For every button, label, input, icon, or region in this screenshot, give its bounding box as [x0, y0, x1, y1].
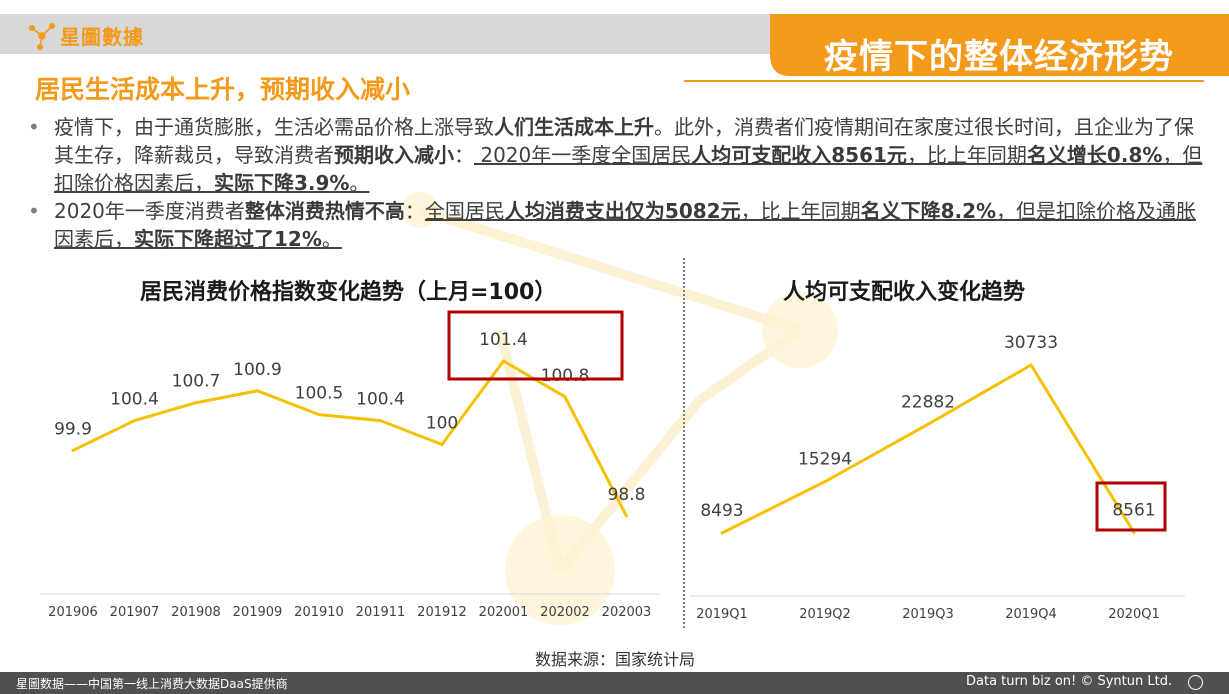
data-source: 数据来源：国家统计局 [535, 650, 696, 669]
x-tick-label: 2019Q1 [696, 607, 748, 622]
data-label: 100.8 [541, 366, 590, 386]
logo-text: 星圖數據 [60, 24, 144, 49]
footer-right-text: Data turn biz on! © Syntun Ltd. [966, 674, 1173, 689]
data-label: 100.9 [233, 360, 282, 380]
data-point [379, 419, 382, 423]
data-point [563, 395, 567, 399]
bullet-dot-icon: • [28, 199, 40, 223]
bullet-fragment: ： [404, 199, 425, 223]
bullet-item: • 2020年一季度消费者整体消费热情不高：全国居民人均消费支出仅为5082元，比… [28, 197, 1213, 253]
page-title: 疫情下的整体经济形势 [824, 37, 1174, 77]
data-label: 100.4 [110, 390, 159, 410]
highlight-box [1095, 481, 1167, 532]
bullet-fragment: 疫情下，由于通货膨胀，生活必需品价格上涨导致 [54, 115, 494, 139]
bullet-emphasis: 人均消费支出仅为5082元 [504, 199, 741, 223]
bullet-fragment: ： [454, 143, 474, 167]
data-point [133, 419, 136, 423]
highlight-box [447, 310, 624, 381]
data-label: 8561 [1112, 500, 1155, 520]
bullet-list: • 疫情下，由于通货膨胀，生活必需品价格上涨导致人们生活成本上升。此外，消费者们疫… [28, 113, 1213, 253]
bullet-fragment: 。 [349, 171, 370, 195]
data-point [1029, 363, 1033, 367]
x-tick-label: 2019Q4 [1005, 607, 1057, 622]
bullet-fragment: ，比上年同期 [906, 143, 1027, 167]
bullet-emphasis: 整体消费热情不高 [244, 199, 405, 223]
data-label: 100.5 [295, 384, 344, 404]
x-tick-label: 202002 [540, 605, 590, 620]
x-tick-label: 2020Q1 [1108, 607, 1160, 622]
x-tick-label: 201908 [171, 605, 221, 620]
data-label: 101.4 [479, 330, 528, 350]
bullet-fragment: ，但是扣除价格及通胀因素后， [54, 199, 1197, 251]
bullet-fragment: ，但扣除价格因素后， [54, 143, 1203, 195]
bullet-fragment: 全国居民 [424, 199, 505, 223]
bullet-fragment: 2020年一季度消费者 [54, 199, 245, 223]
bullet-fragment: ，比上年同期 [740, 199, 861, 223]
bullet-fragment: 。此外，消费者们疫情期间在家度过很长时间，且企业为了保其生存，降薪裁员，导致消费… [54, 115, 1194, 167]
bullet-emphasis: 人均可支配收入8561元 [691, 143, 907, 167]
bullet-fragment: 。 [321, 227, 342, 251]
star-logo-icon [28, 22, 55, 50]
x-tick-label: 201907 [110, 605, 160, 620]
data-point [1132, 530, 1136, 534]
data-label: 98.8 [608, 485, 646, 505]
data-label: 15294 [798, 450, 852, 470]
footer-left-text: 星圖数据——中国第一线上消费大数据DaaS提供商 [16, 677, 288, 691]
bullet-emphasis: 实际下降超过了12% [134, 227, 322, 251]
chart-divider [683, 258, 685, 628]
subtitle-underline [684, 80, 1204, 82]
footer-bar: 星圖数据——中国第一线上消费大数据DaaS提供商 Data turn biz o… [0, 672, 1229, 694]
data-label: 99.9 [54, 419, 92, 439]
data-label: 100.4 [356, 390, 405, 410]
x-tick-label: 202001 [479, 605, 529, 620]
circle-icon [1188, 675, 1203, 690]
x-tick-label: 201912 [417, 605, 467, 620]
data-label: 8493 [700, 501, 743, 521]
data-point [625, 514, 628, 518]
bullet-emphasis: 名义下降8.2% [860, 199, 997, 223]
data-label: 100.7 [172, 372, 221, 392]
title-banner: 疫情下的整体经济形势 [730, 14, 1229, 77]
bullet-emphasis: 实际下降3.9% [214, 171, 350, 195]
data-point [823, 480, 827, 484]
data-label: 22882 [901, 392, 955, 412]
data-point [720, 531, 724, 535]
data-point [194, 401, 198, 405]
data-label: 100 [426, 413, 458, 433]
data-label: 30733 [1004, 333, 1058, 353]
bullet-fragment: 2020年一季度全国居民 [474, 143, 692, 167]
data-point [926, 422, 930, 426]
bullet-emphasis: 人们生活成本上升 [494, 115, 654, 139]
x-tick-label: 201910 [294, 605, 344, 620]
data-point [440, 442, 444, 446]
bullet-text: 2020年一季度消费者整体消费热情不高：全国居民人均消费支出仅为5082元，比上… [54, 199, 1196, 251]
x-tick-label: 201911 [356, 605, 406, 620]
x-tick-label: 201906 [48, 605, 98, 620]
x-tick-label: 201909 [233, 605, 283, 620]
x-tick-label: 202003 [602, 605, 652, 620]
bullet-text: 疫情下，由于通货膨胀，生活必需品价格上涨导致人们生活成本上升。此外，消费者们疫情… [54, 115, 1202, 195]
bullet-emphasis: 名义增长0.8% [1026, 143, 1163, 167]
income-chart-title: 人均可支配收入变化趋势 [783, 280, 1026, 305]
cpi-chart-title: 居民消费价格指数变化趋势（上月=100） [140, 280, 557, 305]
bullet-item: • 疫情下，由于通货膨胀，生活必需品价格上涨导致人们生活成本上升。此外，消费者们疫… [28, 113, 1213, 197]
bullet-dot-icon: • [28, 115, 40, 139]
data-point [317, 413, 321, 417]
data-point [71, 448, 75, 452]
logo: 星圖數據 [28, 18, 144, 52]
bullet-emphasis: 预期收入减小 [334, 143, 454, 167]
x-tick-label: 2019Q2 [799, 607, 851, 622]
series-line [721, 363, 1136, 535]
data-point [502, 359, 505, 363]
data-point [256, 389, 259, 393]
x-tick-label: 2019Q3 [902, 607, 954, 622]
section-subtitle: 居民生活成本上升，预期收入减小 [35, 75, 411, 104]
